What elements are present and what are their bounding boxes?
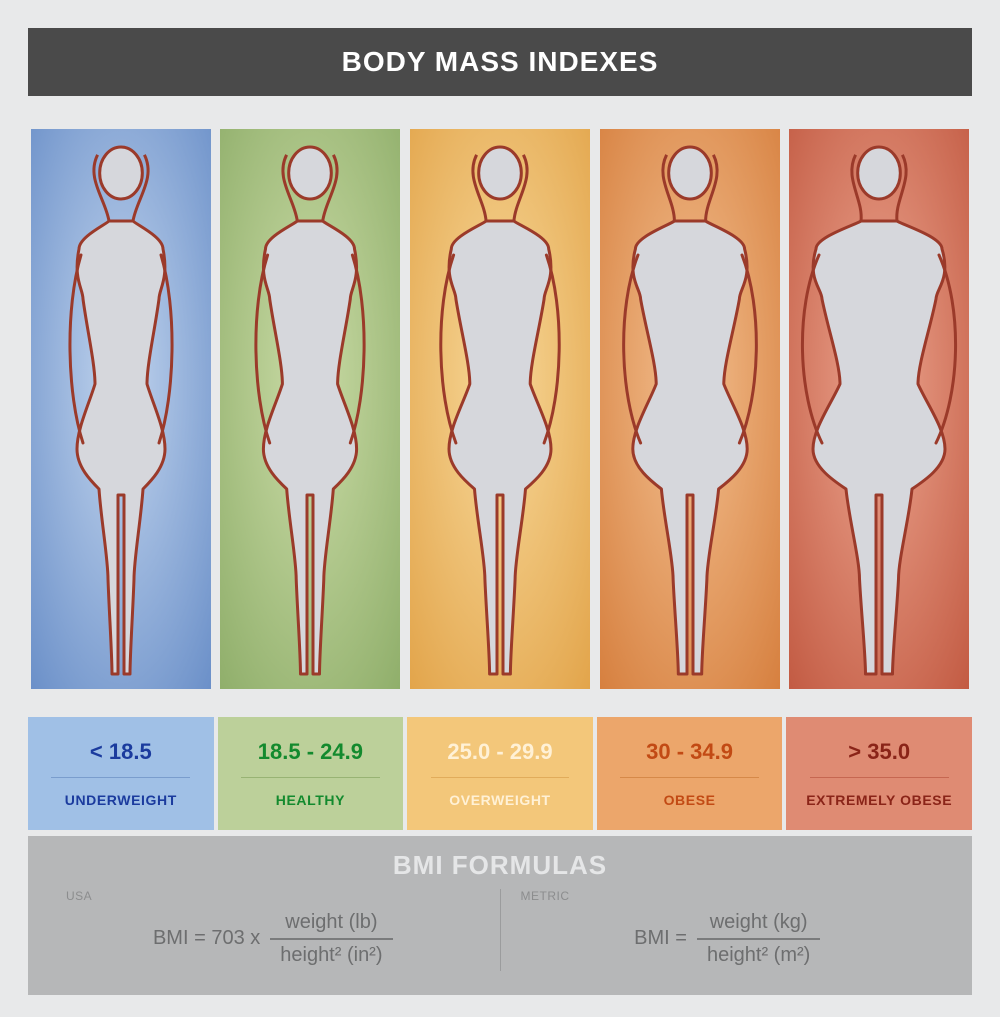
range-extremely-obese: > 35.0 xyxy=(792,739,966,765)
category-panels: < 18.5 UNDERWEIGHT 18.5 - 24.9 HEALTHY xyxy=(28,100,972,830)
formula-usa-den: height² (in²) xyxy=(270,940,392,971)
formula-metric-expr: BMI = weight (kg) height² (m²) xyxy=(521,907,935,971)
figure-extremely-obese xyxy=(786,100,972,717)
formula-row: USA BMI = 703 x weight (lb) height² (in²… xyxy=(52,889,948,971)
panel-extremely-obese: > 35.0 EXTREMELY OBESE xyxy=(786,100,972,830)
panel-overweight: 25.0 - 29.9 OVERWEIGHT xyxy=(407,100,593,830)
formula-usa-expr: BMI = 703 x weight (lb) height² (in²) xyxy=(66,907,480,971)
label-overweight: OVERWEIGHT xyxy=(413,792,587,808)
panel-obese: 30 - 34.9 OBESE xyxy=(597,100,783,830)
info-overweight: 25.0 - 29.9 OVERWEIGHT xyxy=(407,717,593,830)
range-overweight: 25.0 - 29.9 xyxy=(413,739,587,765)
bmi-infographic: BODY MASS INDEXES < 18.5 UNDERWEIGHT xyxy=(28,28,972,989)
divider xyxy=(620,777,759,778)
figure-underweight xyxy=(28,100,214,717)
divider xyxy=(431,777,570,778)
divider xyxy=(810,777,949,778)
formula-usa-tag: USA xyxy=(66,889,480,903)
formula-usa: USA BMI = 703 x weight (lb) height² (in²… xyxy=(52,889,494,971)
formula-usa-num: weight (lb) xyxy=(275,907,387,938)
label-healthy: HEALTHY xyxy=(224,792,398,808)
title-bar: BODY MASS INDEXES xyxy=(28,28,972,96)
formula-metric-num: weight (kg) xyxy=(700,907,818,938)
figure-obese xyxy=(597,100,783,717)
divider xyxy=(51,777,190,778)
label-underweight: UNDERWEIGHT xyxy=(34,792,208,808)
formula-metric-den: height² (m²) xyxy=(697,940,820,971)
divider xyxy=(241,777,380,778)
info-extremely-obese: > 35.0 EXTREMELY OBESE xyxy=(786,717,972,830)
info-underweight: < 18.5 UNDERWEIGHT xyxy=(28,717,214,830)
formulas-section: BMI FORMULAS USA BMI = 703 x weight (lb)… xyxy=(28,836,972,995)
figure-healthy xyxy=(218,100,404,717)
page-title: BODY MASS INDEXES xyxy=(342,46,659,77)
formulas-title: BMI FORMULAS xyxy=(52,850,948,881)
label-obese: OBESE xyxy=(603,792,777,808)
label-extremely-obese: EXTREMELY OBESE xyxy=(792,792,966,808)
formula-metric-fraction: weight (kg) height² (m²) xyxy=(697,907,820,971)
panel-underweight: < 18.5 UNDERWEIGHT xyxy=(28,100,214,830)
formula-usa-prefix: BMI = 703 x xyxy=(153,927,260,950)
info-obese: 30 - 34.9 OBESE xyxy=(597,717,783,830)
formula-metric-prefix: BMI = xyxy=(634,927,687,950)
range-healthy: 18.5 - 24.9 xyxy=(224,739,398,765)
formula-metric-tag: METRIC xyxy=(521,889,935,903)
figure-overweight xyxy=(407,100,593,717)
panel-healthy: 18.5 - 24.9 HEALTHY xyxy=(218,100,404,830)
range-underweight: < 18.5 xyxy=(34,739,208,765)
info-healthy: 18.5 - 24.9 HEALTHY xyxy=(218,717,404,830)
range-obese: 30 - 34.9 xyxy=(603,739,777,765)
formula-separator xyxy=(500,889,501,971)
formula-usa-fraction: weight (lb) height² (in²) xyxy=(270,907,392,971)
formula-metric: METRIC BMI = weight (kg) height² (m²) xyxy=(507,889,949,971)
